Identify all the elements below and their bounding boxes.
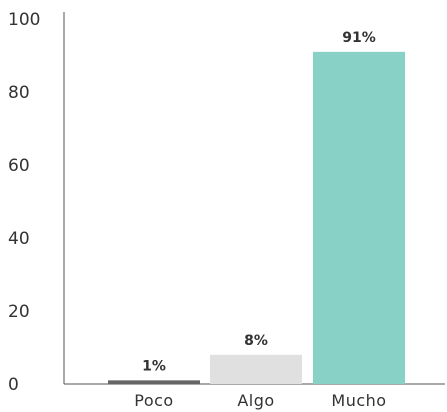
bar-algo — [210, 354, 302, 384]
bar-poco — [108, 380, 200, 384]
y-axis: 0 20 40 60 80 100 — [8, 10, 65, 395]
category-label-algo: Algo — [237, 391, 274, 410]
bars — [108, 51, 405, 384]
y-tick-label: 60 — [8, 156, 30, 176]
y-tick-label: 40 — [8, 229, 30, 249]
category-label-poco: Poco — [134, 391, 173, 410]
data-label-poco: 1% — [142, 358, 166, 374]
data-label-algo: 8% — [244, 333, 268, 349]
y-tick-label: 20 — [8, 302, 30, 322]
data-labels: 1% 8% 91% — [142, 30, 376, 375]
y-tick-label: 0 — [8, 375, 19, 395]
bar-mucho — [313, 51, 405, 384]
data-label-mucho: 91% — [342, 30, 376, 46]
category-label-mucho: Mucho — [331, 391, 386, 410]
y-tick-label: 80 — [8, 83, 30, 103]
category-labels: Poco Algo Mucho — [134, 391, 386, 410]
y-tick-label: 100 — [8, 10, 40, 30]
